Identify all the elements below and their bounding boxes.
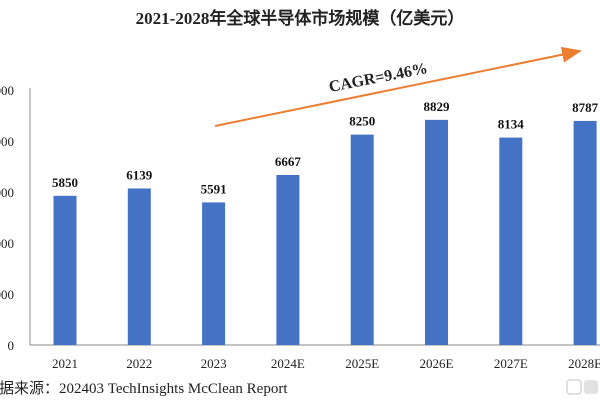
data-label: 6139 (126, 167, 153, 182)
watermark-logo-icon (566, 379, 598, 395)
y-tick-label: 2000 (0, 287, 14, 302)
x-tick-label: 2027E (494, 356, 528, 371)
data-label: 8787 (572, 100, 599, 115)
y-tick-label: 4000 (0, 236, 14, 251)
bar-2022 (127, 188, 151, 345)
source-note: 据来源：202403 TechInsights McClean Report (0, 380, 288, 397)
cagr-trend-arrow (214, 46, 582, 127)
x-tick-label: 2026E (420, 356, 454, 371)
data-label: 8250 (349, 114, 375, 129)
x-tick-label: 2022 (126, 356, 152, 371)
x-tick-label: 2028E (568, 356, 600, 371)
y-tick-label: 6000 (0, 185, 14, 200)
bar-2027E (499, 137, 523, 345)
bar-2028E (573, 120, 597, 345)
data-label: 6667 (275, 154, 302, 169)
x-tick-label: 2025E (345, 356, 379, 371)
bar-2023 (202, 202, 226, 345)
cagr-annotation: CAGR=9.46% (328, 60, 430, 96)
chart-title: 2021-2028年全球半导体市场规模（亿美元） (136, 8, 465, 28)
bar-2025E (350, 134, 374, 345)
y-tick-label: 8000 (0, 134, 14, 149)
y-tick-label: 0 (8, 338, 15, 353)
x-tick-label: 2021 (52, 356, 78, 371)
data-label: 5591 (201, 181, 227, 196)
y-tick-label: 10000 (0, 83, 14, 98)
bar-2024E (276, 174, 300, 345)
data-label: 8829 (424, 99, 451, 114)
data-label: 5850 (52, 175, 78, 190)
bar-2021 (53, 195, 77, 345)
data-label: 8134 (498, 117, 525, 132)
x-tick-label: 2024E (271, 356, 305, 371)
x-tick-label: 2023 (201, 356, 227, 371)
bar-2026E (425, 119, 448, 345)
